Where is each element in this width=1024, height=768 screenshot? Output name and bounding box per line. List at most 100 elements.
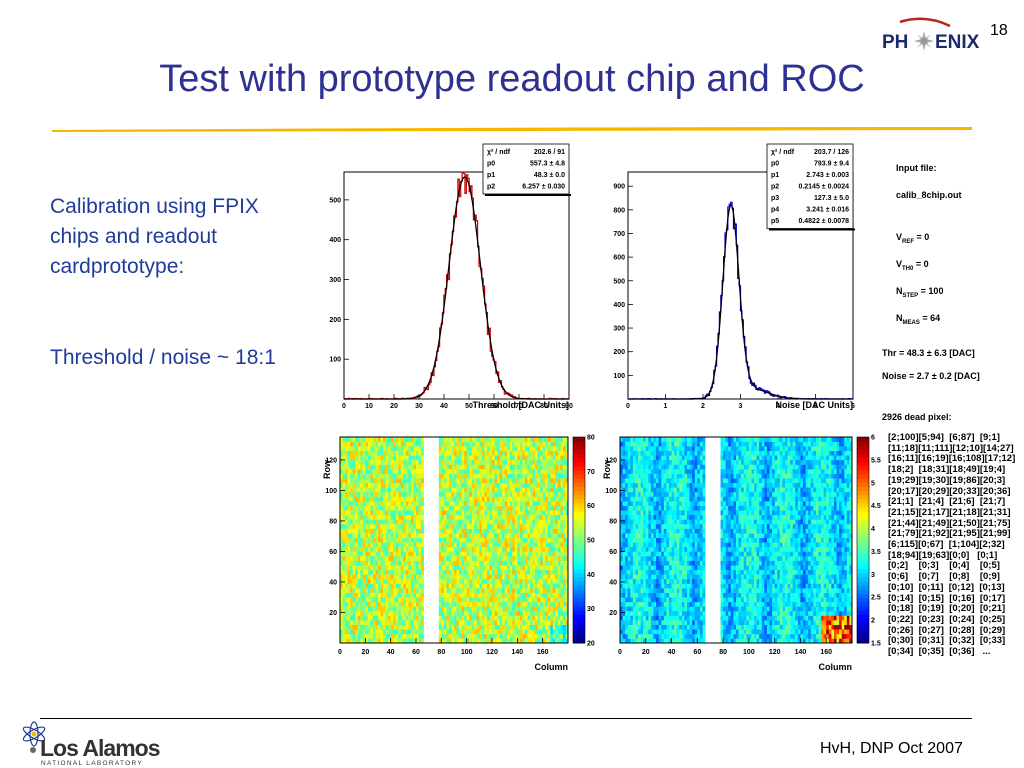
heatmap-cell — [620, 606, 623, 612]
heatmap-cell — [502, 542, 505, 548]
heatmap-cell — [395, 459, 399, 465]
heatmap-cell — [492, 487, 495, 493]
heatmap-cell — [421, 450, 424, 456]
heatmap-cell — [671, 519, 675, 525]
heatmap-cell — [532, 588, 536, 593]
heatmap-cell — [535, 496, 538, 502]
heatmap-cell — [395, 601, 399, 607]
heatmap-cell — [638, 523, 641, 529]
heatmap-cell — [400, 542, 404, 548]
heatmap-cell — [489, 446, 493, 452]
heatmap-cell — [410, 546, 414, 552]
heatmap-cell — [340, 505, 343, 511]
heatmap-cell — [464, 610, 467, 616]
heatmap-cell — [532, 478, 536, 484]
heatmap-cell — [492, 510, 495, 516]
heatmap-cell — [342, 473, 346, 479]
heatmap-cell — [398, 491, 402, 497]
heatmap-cell — [418, 446, 422, 452]
heatmap-cell — [441, 638, 445, 644]
heatmap-cell — [342, 505, 346, 511]
heatmap-cell — [456, 624, 460, 630]
heatmap-cell — [375, 478, 379, 484]
heatmap-cell — [393, 556, 397, 561]
heatmap-cell — [507, 638, 511, 644]
heatmap-cell — [360, 601, 364, 607]
heatmap-cell — [466, 629, 470, 635]
heatmap-cell — [372, 624, 376, 630]
heatmap-cell — [668, 574, 672, 580]
heatmap-cell — [418, 633, 422, 639]
heatmap-cell — [489, 556, 493, 561]
heatmap-cell — [365, 615, 369, 621]
heatmap-cell — [461, 519, 465, 525]
heatmap-cell — [466, 528, 470, 534]
heatmap-cell — [481, 583, 485, 589]
heatmap-cell — [650, 478, 654, 484]
heatmap-cell — [537, 446, 541, 452]
heatmap-cell — [522, 606, 526, 612]
heatmap-cell — [653, 624, 657, 630]
heatmap-cell — [362, 629, 366, 635]
heatmap-cell — [471, 629, 475, 635]
heatmap-cell — [393, 629, 397, 635]
heatmap-cell — [388, 455, 391, 461]
heatmap-cell — [471, 491, 475, 497]
heatmap-cell — [367, 446, 371, 452]
heatmap-cell — [507, 578, 511, 584]
x-tick-label: 4 — [776, 403, 780, 410]
heatmap-cell — [345, 519, 348, 525]
heatmap-cell — [350, 546, 353, 552]
heatmap-cell — [532, 537, 536, 543]
heatmap-cell — [620, 574, 623, 580]
heatmap-cell — [502, 546, 505, 552]
heatmap-cell — [630, 560, 634, 566]
heatmap-cell — [469, 556, 473, 561]
heatmap-cell — [522, 620, 526, 625]
dead-pixel-row: [0;14] [0;15] [0;16] [0;17] — [888, 592, 1006, 604]
heatmap-cell — [530, 620, 533, 625]
heatmap-cell — [627, 597, 631, 603]
heatmap-cell — [648, 629, 652, 635]
heatmap-cell — [643, 551, 647, 557]
heatmap-cell — [352, 446, 356, 452]
heatmap-cell — [443, 633, 447, 639]
heatmap-cell — [421, 459, 424, 465]
heatmap-cell — [454, 441, 457, 447]
heatmap-cell — [497, 610, 500, 616]
heatmap-cell — [552, 446, 556, 452]
heatmap-cell — [562, 523, 566, 529]
heatmap-cell — [345, 578, 348, 584]
heatmap-cell — [552, 505, 556, 511]
heatmap-cell — [550, 597, 554, 603]
heatmap-cell — [388, 533, 391, 539]
heatmap-cell — [668, 624, 672, 630]
heatmap-cell — [537, 629, 541, 635]
heatmap-cell — [643, 455, 647, 461]
heatmap-cell — [398, 620, 402, 625]
heatmap-cell — [547, 505, 551, 511]
heatmap-cell — [474, 514, 478, 520]
heatmap-cell — [519, 565, 523, 571]
heatmap-cell — [393, 565, 397, 571]
heatmap-cell — [340, 491, 343, 497]
heatmap-cell — [489, 583, 493, 589]
heatmap-cell — [668, 615, 672, 621]
heatmap-cell — [562, 528, 566, 534]
heatmap-cell — [540, 597, 543, 603]
heatmap-cell — [507, 588, 511, 593]
heatmap-cell — [474, 565, 478, 571]
heatmap-cell — [489, 450, 493, 456]
x-tick-label: 90 — [565, 403, 573, 410]
heatmap-cell — [474, 469, 478, 474]
heatmap-cell — [565, 441, 569, 447]
heatmap-cell — [635, 542, 639, 548]
heatmap-cell — [461, 473, 465, 479]
stats-box-frame — [482, 143, 570, 195]
heatmap-cell — [535, 464, 538, 470]
heatmap-cell — [562, 514, 566, 520]
heatmap-cell — [454, 606, 457, 612]
heatmap-cell — [340, 514, 343, 520]
gaussian-fit-curve — [344, 176, 569, 400]
stat-value: 203.7 / 126 — [814, 149, 849, 156]
